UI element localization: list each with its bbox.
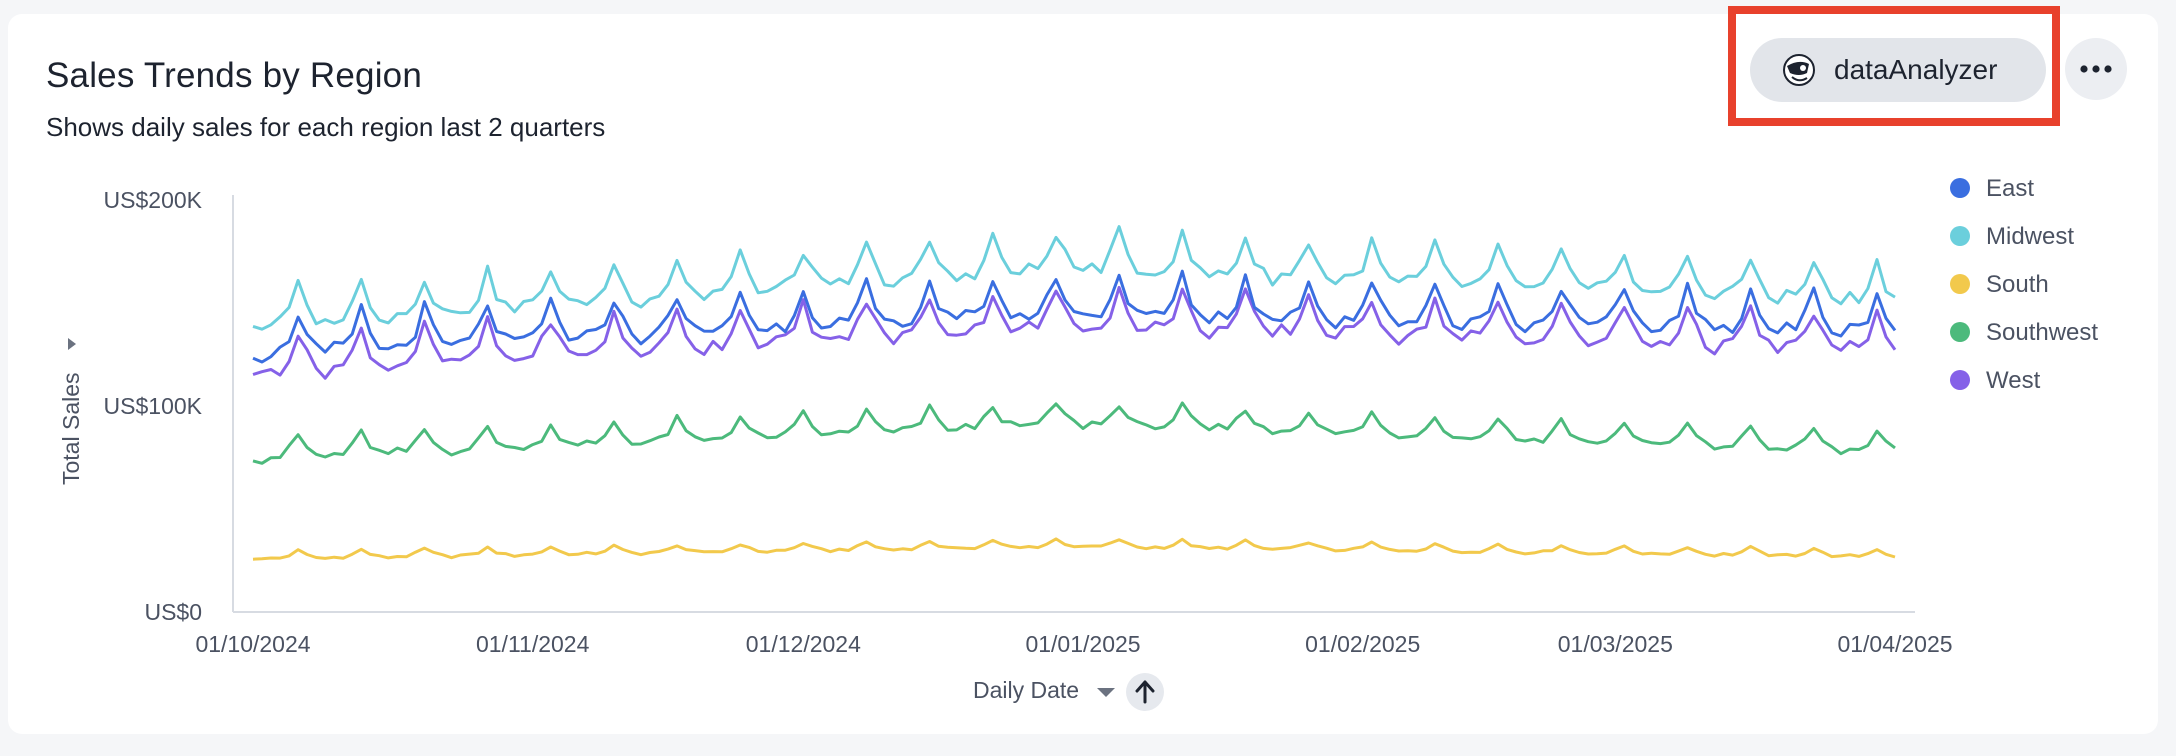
chart-axes [232, 195, 1915, 613]
y-axis-caret-icon [68, 338, 76, 350]
legend-swatch [1950, 274, 1970, 294]
legend-item-midwest[interactable]: Midwest [1950, 223, 2074, 250]
x-tick-label: 01/11/2024 [476, 631, 590, 657]
legend-label: Midwest [1986, 223, 2074, 250]
user-name: dataAnalyzer [1834, 54, 1998, 85]
y-axis-title-group[interactable]: Total Sales [58, 338, 84, 485]
chart-title: Sales Trends by Region [46, 56, 423, 95]
legend-swatch [1950, 226, 1970, 246]
series-line-midwest[interactable] [252, 225, 1896, 331]
x-tick-label: 01/03/2025 [1558, 631, 1673, 657]
user-avatar-icon [1783, 54, 1815, 86]
series-line-southwest[interactable] [252, 401, 1896, 465]
x-axis-title: Daily Date [973, 677, 1079, 703]
legend-item-east[interactable]: East [1950, 175, 2034, 202]
x-tick-label: 01/01/2025 [1025, 631, 1140, 657]
sort-button[interactable] [1126, 673, 1164, 711]
legend-swatch [1950, 322, 1970, 342]
y-axis-title: Total Sales [58, 372, 84, 485]
legend-swatch [1950, 178, 1970, 198]
x-tick-label: 01/04/2025 [1837, 631, 1952, 657]
more-horizontal-icon [2080, 65, 2112, 73]
chart-card [8, 14, 2158, 734]
x-axis-caret-icon [1097, 688, 1115, 697]
x-axis-title-group[interactable]: Daily Date [973, 677, 1115, 703]
sort-arrow-up-icon [1135, 680, 1155, 704]
chart-subtitle: Shows daily sales for each region last 2… [46, 112, 606, 142]
y-tick-label: US$200K [104, 187, 203, 213]
series-line-east[interactable] [252, 269, 1897, 364]
legend-item-south[interactable]: South [1950, 271, 2049, 298]
y-tick-label: US$100K [104, 393, 203, 419]
legend-label: Southwest [1986, 319, 2098, 346]
legend-swatch [1950, 370, 1970, 390]
highlight-box [1728, 6, 2060, 126]
legend-label: West [1986, 367, 2041, 394]
legend-label: East [1986, 175, 2034, 202]
more-options-button[interactable] [2065, 38, 2127, 100]
legend-label: South [1986, 271, 2049, 298]
legend-item-southwest[interactable]: Southwest [1950, 319, 2098, 346]
x-tick-label: 01/02/2025 [1305, 631, 1420, 657]
user-button[interactable]: dataAnalyzer [1750, 38, 2046, 102]
legend-item-west[interactable]: West [1950, 367, 2041, 394]
y-tick-label: US$0 [144, 599, 202, 625]
series-line-west[interactable] [252, 285, 1897, 380]
x-tick-label: 01/12/2024 [746, 631, 861, 657]
series-line-south[interactable] [252, 537, 1896, 561]
x-tick-label: 01/10/2024 [195, 631, 310, 657]
